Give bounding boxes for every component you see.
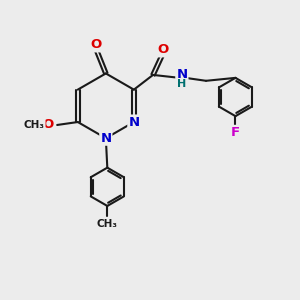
Text: N: N <box>100 132 111 145</box>
Text: O: O <box>42 118 53 131</box>
Text: N: N <box>128 116 140 128</box>
Text: CH₃: CH₃ <box>97 219 118 229</box>
Text: O: O <box>158 44 169 56</box>
Text: N: N <box>176 68 188 81</box>
Text: CH₃: CH₃ <box>24 120 45 130</box>
Text: H: H <box>177 79 187 89</box>
Text: O: O <box>90 38 101 51</box>
Text: F: F <box>231 126 240 139</box>
